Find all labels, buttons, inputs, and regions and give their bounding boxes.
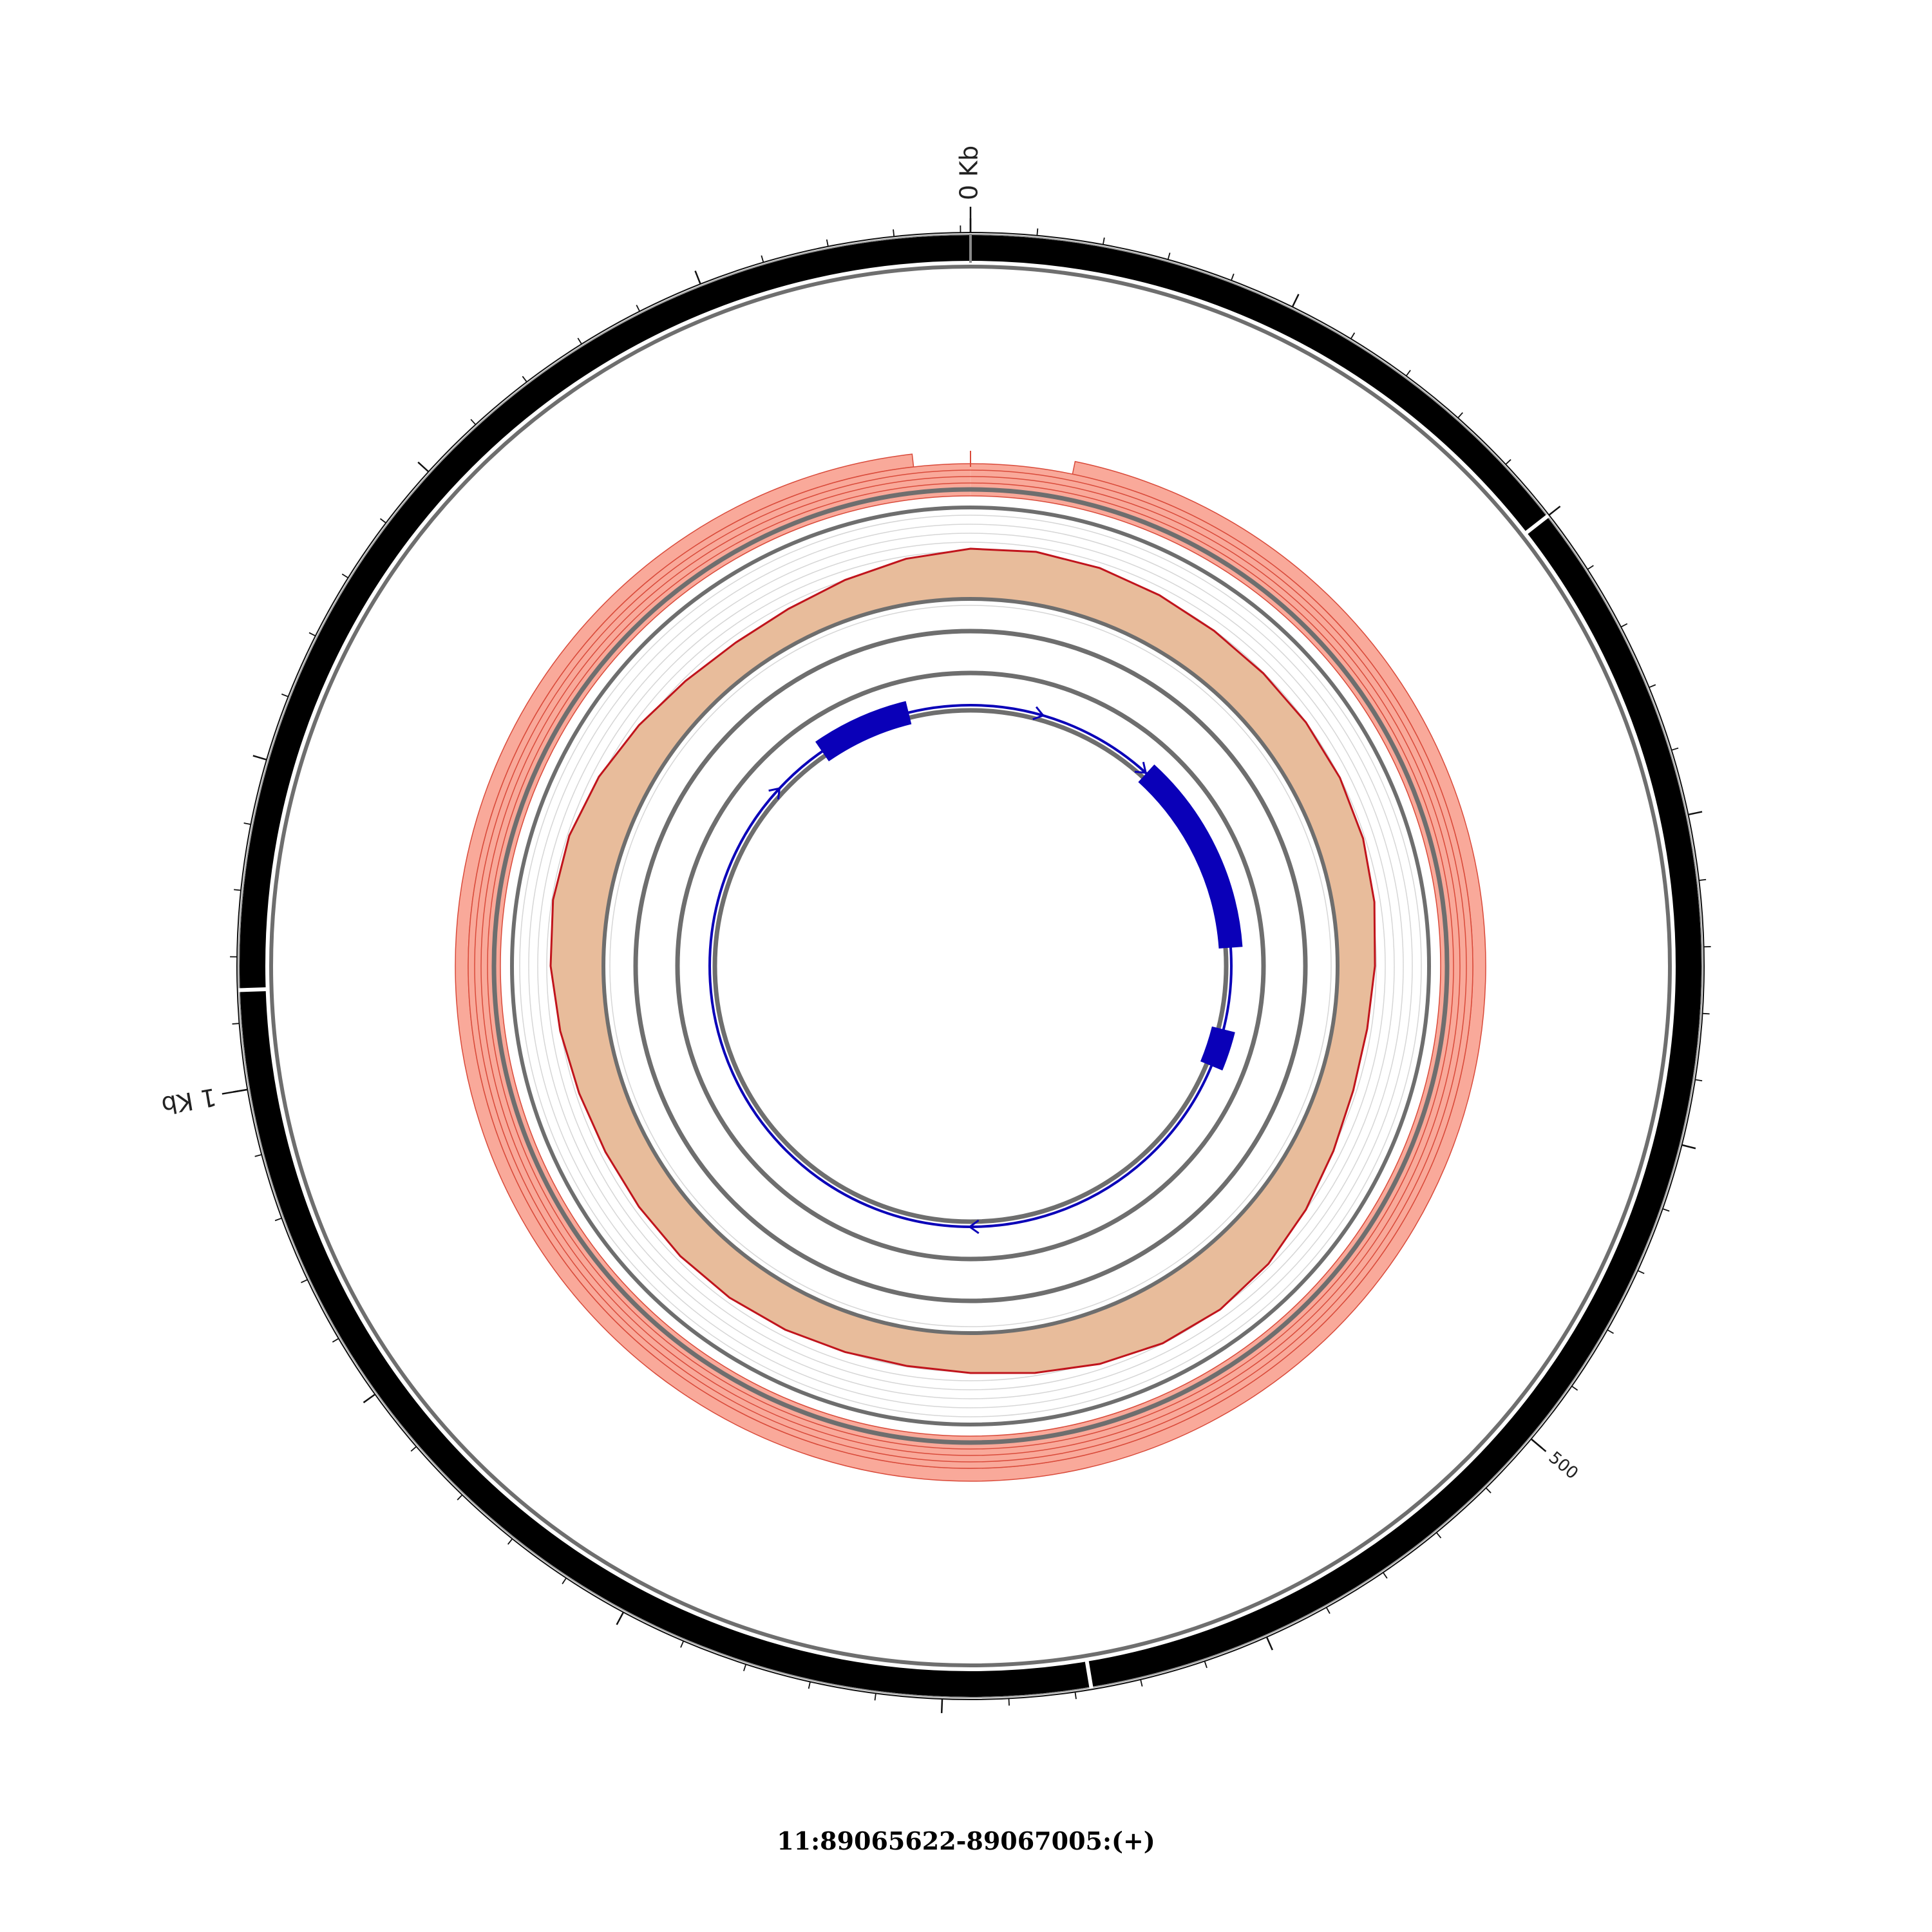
ideogram-ring [238, 234, 1703, 1698]
minor-tick [893, 229, 895, 237]
tan-coverage-track [549, 547, 1376, 1374]
tick-label: 1 Kb [160, 1083, 218, 1120]
labeled-tick [1530, 1438, 1547, 1452]
track-border-ring [601, 597, 1340, 1335]
ideogram-band-boundary [1084, 1659, 1094, 1689]
minor-tick [1204, 1661, 1208, 1669]
minor-tick [577, 337, 582, 345]
tick-label: 0 Kb [955, 146, 983, 200]
major-tick [1681, 1144, 1696, 1150]
grid-ring [609, 605, 1332, 1327]
strand-arrow [1032, 706, 1045, 721]
minor-tick [410, 1446, 417, 1452]
minor-tick [1350, 332, 1356, 339]
minor-tick [1620, 623, 1628, 628]
salmon-grid-line [480, 476, 1461, 1456]
tan-outline [549, 547, 1376, 1374]
tick-label: 500 [1545, 1448, 1582, 1483]
strand-arrow [968, 1219, 980, 1235]
minor-tick [1607, 1329, 1614, 1334]
minor-tick [826, 239, 829, 247]
major-tick [1548, 506, 1561, 516]
minor-tick [308, 632, 316, 637]
minor-tick [274, 1217, 282, 1222]
grid-ring [528, 524, 1413, 1408]
gene-track [708, 701, 1243, 1235]
minor-tick [379, 518, 386, 524]
salmon-grid-line [487, 482, 1454, 1450]
track-border-ring [675, 670, 1266, 1262]
minor-tick [1662, 1208, 1670, 1212]
minor-tick [232, 1023, 240, 1025]
major-tick [363, 1394, 376, 1403]
track-border-ring [633, 629, 1308, 1303]
major-tick [1265, 1636, 1273, 1651]
salmon-band [468, 464, 1473, 1468]
minor-tick [1405, 370, 1411, 377]
exon-block [1200, 1026, 1235, 1071]
exon-block [815, 701, 912, 762]
minor-tick [1637, 1270, 1645, 1274]
minor-tick [874, 1693, 876, 1701]
strand-arrow [1134, 761, 1148, 774]
ideogram-inner-ring [269, 265, 1672, 1667]
major-tick [616, 1611, 625, 1625]
minor-tick [522, 375, 527, 383]
minor-tick [636, 305, 641, 312]
salmon-grid-line [500, 495, 1441, 1437]
minor-tick [680, 1640, 685, 1648]
minor-tick [332, 1338, 339, 1343]
minor-tick [1571, 1385, 1578, 1391]
minor-tick [1325, 1607, 1331, 1615]
minor-tick [1435, 1532, 1442, 1539]
minor-tick [761, 255, 764, 263]
minor-tick [1505, 459, 1511, 465]
minor-tick [1671, 747, 1679, 751]
minor-tick [1167, 252, 1171, 260]
major-tick [1688, 811, 1703, 816]
minor-tick [1231, 273, 1235, 281]
region-caption: 11:89065622-89067005:(+) [777, 1826, 1155, 1855]
minor-tick [1074, 1692, 1077, 1700]
major-tick [694, 270, 701, 285]
minor-tick [1382, 1572, 1388, 1579]
minor-tick [1485, 1487, 1492, 1493]
major-tick [1291, 294, 1300, 308]
minor-tick [562, 1577, 567, 1585]
minor-tick [254, 1154, 262, 1157]
major-tick [252, 755, 267, 761]
labeled-tick [222, 1088, 248, 1095]
salmon-grid-line [474, 469, 1467, 1463]
minor-tick [1140, 1679, 1143, 1687]
minor-tick [1587, 565, 1594, 570]
track-border-ring [491, 487, 1450, 1445]
exon-block [1138, 764, 1243, 949]
minor-tick [341, 573, 349, 578]
ideogram-band-boundary [1524, 514, 1549, 535]
minor-tick [470, 419, 477, 425]
grid-rings [519, 515, 1422, 1417]
minor-tick [1102, 237, 1105, 245]
minor-tick [1649, 684, 1656, 688]
minor-tick [243, 822, 251, 826]
minor-tick [234, 889, 242, 891]
strand-arrow [768, 787, 781, 800]
ideogram-band-boundary [238, 987, 268, 992]
minor-tick [507, 1538, 513, 1545]
grid-ring [546, 542, 1395, 1390]
grid-ring [537, 533, 1404, 1399]
minor-tick [1695, 1079, 1703, 1082]
grid-ring [519, 515, 1422, 1417]
minor-tick [808, 1681, 811, 1689]
track-border-rings [491, 487, 1450, 1445]
track-border-ring [510, 506, 1431, 1426]
track-border-ring [712, 708, 1229, 1224]
minor-tick [743, 1664, 747, 1672]
minor-tick [457, 1494, 463, 1501]
minor-tick [281, 693, 289, 697]
minor-tick [1457, 412, 1463, 419]
major-tick [417, 461, 430, 473]
minor-tick [301, 1279, 308, 1283]
